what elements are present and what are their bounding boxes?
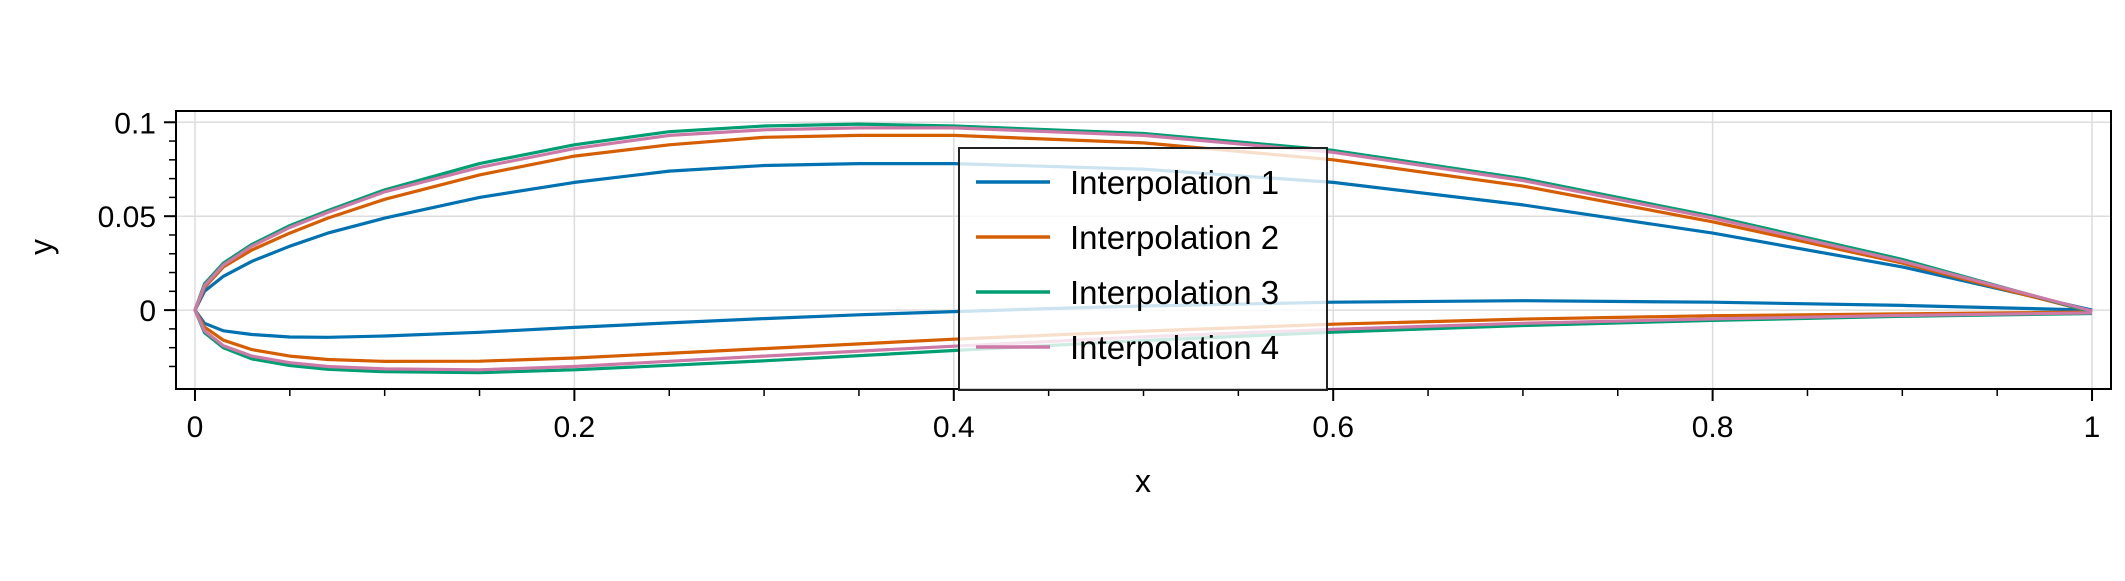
legend-box [958,147,1328,391]
y-tick-label: 0 [139,295,156,328]
legend-label-3: Interpolation 3 [1070,274,1279,311]
x-tick-label: 0.8 [1692,411,1734,444]
legend-label-4: Interpolation 4 [1070,329,1279,366]
axis-ticks: 0 0.2 0.4 0.6 0.8 1 0 0.05 0.1 [98,107,2101,444]
legend-label-1: Interpolation 1 [1070,164,1279,201]
legend-label-2: Interpolation 2 [1070,219,1279,256]
x-tick-label: 0.4 [933,411,975,444]
y-tick-label: 0.05 [98,201,156,234]
legend: Interpolation 1 Interpolation 2 Interpolat… [958,147,1328,391]
y-axis-label: y [23,239,59,255]
x-tick-label: 0.2 [554,411,596,444]
x-axis-label: x [1135,463,1151,499]
y-tick-label: 0.1 [114,107,156,140]
x-tick-label: 0 [187,411,204,444]
x-tick-label: 0.6 [1312,411,1354,444]
x-tick-label: 1 [2084,411,2101,444]
